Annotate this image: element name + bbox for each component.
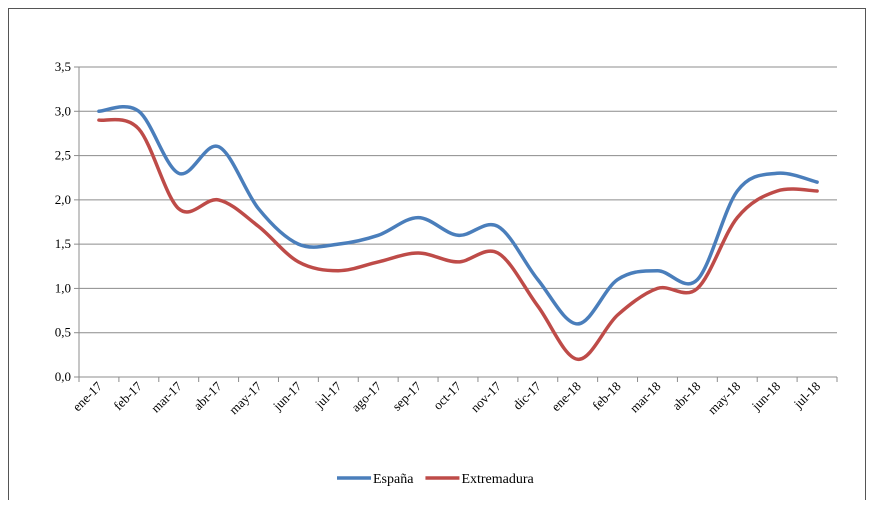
- x-tick-label: ene-17: [69, 378, 105, 414]
- series-line-extremadura: [97, 117, 819, 362]
- y-tick-label: 2,5: [55, 148, 71, 163]
- axes: [74, 66, 838, 382]
- chart-frame: [8, 8, 866, 500]
- legend: España Extremadura: [337, 472, 535, 487]
- legend-label: Extremadura: [461, 472, 534, 487]
- x-tick-label: feb-18: [589, 379, 624, 414]
- y-tick-label: 1,5: [55, 236, 71, 251]
- x-tick-label: jun-18: [748, 379, 783, 414]
- series-lines: [97, 105, 819, 362]
- x-tick-label: sep-17: [389, 378, 424, 413]
- x-tick-label: ago-17: [348, 378, 384, 414]
- y-tick-label: 3,0: [55, 103, 71, 118]
- y-tick-label: 0,5: [55, 325, 71, 340]
- y-tick-label: 0,0: [55, 369, 71, 384]
- y-tick-labels: 0,0 0,5 1,0 1,5 2,0 2,5 3,0 3,5: [55, 59, 71, 384]
- gridlines: [79, 66, 837, 334]
- y-tick-label: 3,5: [55, 59, 71, 74]
- x-tick-labels: ene-17 feb-17 mar-17 abr-17 may-17 jun-17 jul-…: [69, 378, 823, 417]
- y-tick-label: 1,0: [55, 280, 71, 295]
- x-tick-label: nov-17: [467, 378, 504, 415]
- x-tick-label: abr-18: [669, 379, 703, 413]
- x-tick-label: abr-17: [190, 378, 225, 413]
- x-tick-label: may-18: [705, 379, 744, 418]
- x-tick-label: mar-17: [148, 378, 185, 415]
- series-line-espana: [97, 105, 819, 326]
- x-tick-label: jul-18: [790, 379, 823, 412]
- y-tick-label: 2,0: [55, 192, 71, 207]
- x-tick-label: dic-17: [510, 378, 544, 412]
- x-tick-label: mar-18: [627, 379, 664, 416]
- x-tick-label: may-17: [226, 378, 265, 417]
- legend-label: España: [373, 472, 414, 487]
- x-tick-label: jun-17: [269, 378, 305, 414]
- x-tick-label: feb-17: [110, 378, 145, 413]
- x-tick-label: oct-17: [430, 378, 464, 412]
- x-tick-label: ene-18: [548, 379, 584, 415]
- x-tick-label: jul-17: [311, 378, 345, 412]
